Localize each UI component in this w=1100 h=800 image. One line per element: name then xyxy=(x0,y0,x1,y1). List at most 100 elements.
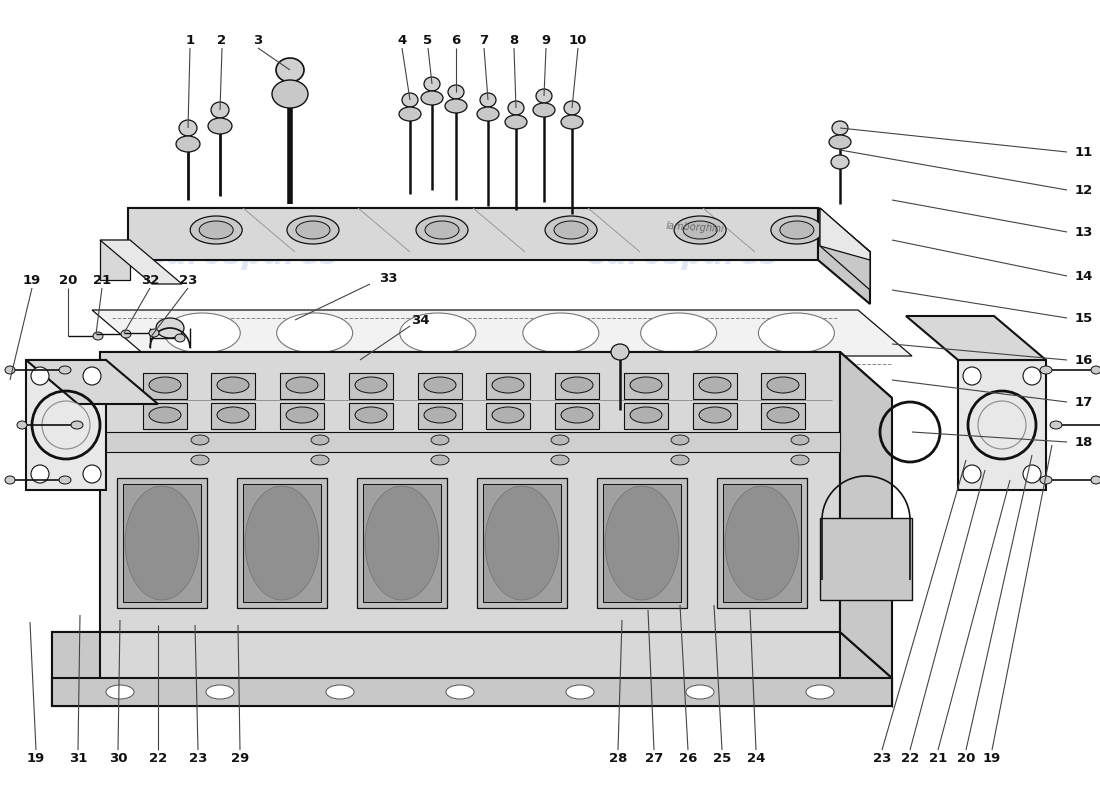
Ellipse shape xyxy=(806,685,834,699)
Ellipse shape xyxy=(1040,476,1052,484)
Ellipse shape xyxy=(355,407,387,423)
Ellipse shape xyxy=(767,407,799,423)
Ellipse shape xyxy=(211,102,229,118)
Ellipse shape xyxy=(480,93,496,107)
Ellipse shape xyxy=(276,58,304,82)
Ellipse shape xyxy=(311,435,329,445)
Text: 10: 10 xyxy=(569,34,587,46)
Bar xyxy=(243,484,321,602)
Ellipse shape xyxy=(791,435,808,445)
Ellipse shape xyxy=(671,455,689,465)
Ellipse shape xyxy=(16,421,28,429)
Ellipse shape xyxy=(365,486,439,600)
Polygon shape xyxy=(840,632,892,706)
Text: 5: 5 xyxy=(424,34,432,46)
Ellipse shape xyxy=(698,377,732,393)
Ellipse shape xyxy=(1091,366,1100,374)
Text: 9: 9 xyxy=(541,34,551,46)
Bar xyxy=(693,373,737,399)
Ellipse shape xyxy=(830,155,849,169)
Text: 20: 20 xyxy=(58,274,77,286)
Ellipse shape xyxy=(832,121,848,135)
Ellipse shape xyxy=(962,367,981,385)
Ellipse shape xyxy=(605,486,679,600)
Text: 23: 23 xyxy=(189,751,207,765)
Ellipse shape xyxy=(492,377,524,393)
Ellipse shape xyxy=(355,377,387,393)
Bar xyxy=(603,484,681,602)
Ellipse shape xyxy=(148,407,182,423)
Ellipse shape xyxy=(561,377,593,393)
Polygon shape xyxy=(52,632,100,706)
Bar xyxy=(236,478,327,608)
Ellipse shape xyxy=(671,435,689,445)
Text: 23: 23 xyxy=(872,751,891,765)
Polygon shape xyxy=(958,360,1046,490)
Ellipse shape xyxy=(686,685,714,699)
Polygon shape xyxy=(818,208,870,304)
Bar xyxy=(143,373,187,399)
Ellipse shape xyxy=(402,93,418,107)
Bar xyxy=(693,403,737,429)
Polygon shape xyxy=(100,352,840,632)
Bar xyxy=(358,478,447,608)
Bar xyxy=(100,432,840,452)
Ellipse shape xyxy=(758,313,835,353)
Bar xyxy=(349,373,393,399)
Bar xyxy=(418,403,462,429)
Polygon shape xyxy=(840,352,892,678)
Ellipse shape xyxy=(191,455,209,465)
Text: 18: 18 xyxy=(1075,435,1093,449)
Ellipse shape xyxy=(125,486,199,600)
Polygon shape xyxy=(26,360,158,404)
Ellipse shape xyxy=(31,465,50,483)
Ellipse shape xyxy=(156,318,184,338)
Ellipse shape xyxy=(424,377,456,393)
Bar xyxy=(123,484,201,602)
Ellipse shape xyxy=(59,476,72,484)
Ellipse shape xyxy=(1050,421,1062,429)
Ellipse shape xyxy=(544,216,597,244)
Bar xyxy=(717,478,807,608)
Text: 4: 4 xyxy=(397,34,407,46)
Ellipse shape xyxy=(425,221,459,239)
Bar xyxy=(486,403,530,429)
Bar xyxy=(211,373,255,399)
Text: 20: 20 xyxy=(957,751,976,765)
Ellipse shape xyxy=(272,80,308,108)
Ellipse shape xyxy=(217,407,249,423)
Ellipse shape xyxy=(683,221,717,239)
Polygon shape xyxy=(52,632,892,706)
Text: 29: 29 xyxy=(231,751,249,765)
Ellipse shape xyxy=(424,77,440,91)
Text: 11: 11 xyxy=(1075,146,1093,158)
Ellipse shape xyxy=(6,476,15,484)
Text: 12: 12 xyxy=(1075,183,1093,197)
Ellipse shape xyxy=(551,455,569,465)
Text: 19: 19 xyxy=(23,274,41,286)
Ellipse shape xyxy=(190,216,242,244)
Ellipse shape xyxy=(522,313,598,353)
Ellipse shape xyxy=(42,401,90,449)
Ellipse shape xyxy=(286,407,318,423)
Ellipse shape xyxy=(725,486,799,600)
Ellipse shape xyxy=(175,334,185,342)
Polygon shape xyxy=(820,208,870,260)
Ellipse shape xyxy=(610,344,629,360)
Text: 15: 15 xyxy=(1075,311,1093,325)
Polygon shape xyxy=(906,316,1046,360)
Ellipse shape xyxy=(6,366,15,374)
Ellipse shape xyxy=(561,115,583,129)
Ellipse shape xyxy=(416,216,468,244)
Text: 8: 8 xyxy=(509,34,518,46)
Ellipse shape xyxy=(287,216,339,244)
Ellipse shape xyxy=(148,329,159,337)
Ellipse shape xyxy=(551,435,569,445)
Ellipse shape xyxy=(448,85,464,99)
Text: 24: 24 xyxy=(747,751,766,765)
Text: 33: 33 xyxy=(378,271,397,285)
Text: 22: 22 xyxy=(148,751,167,765)
Ellipse shape xyxy=(424,407,456,423)
Bar xyxy=(483,484,561,602)
Text: 2: 2 xyxy=(218,34,227,46)
